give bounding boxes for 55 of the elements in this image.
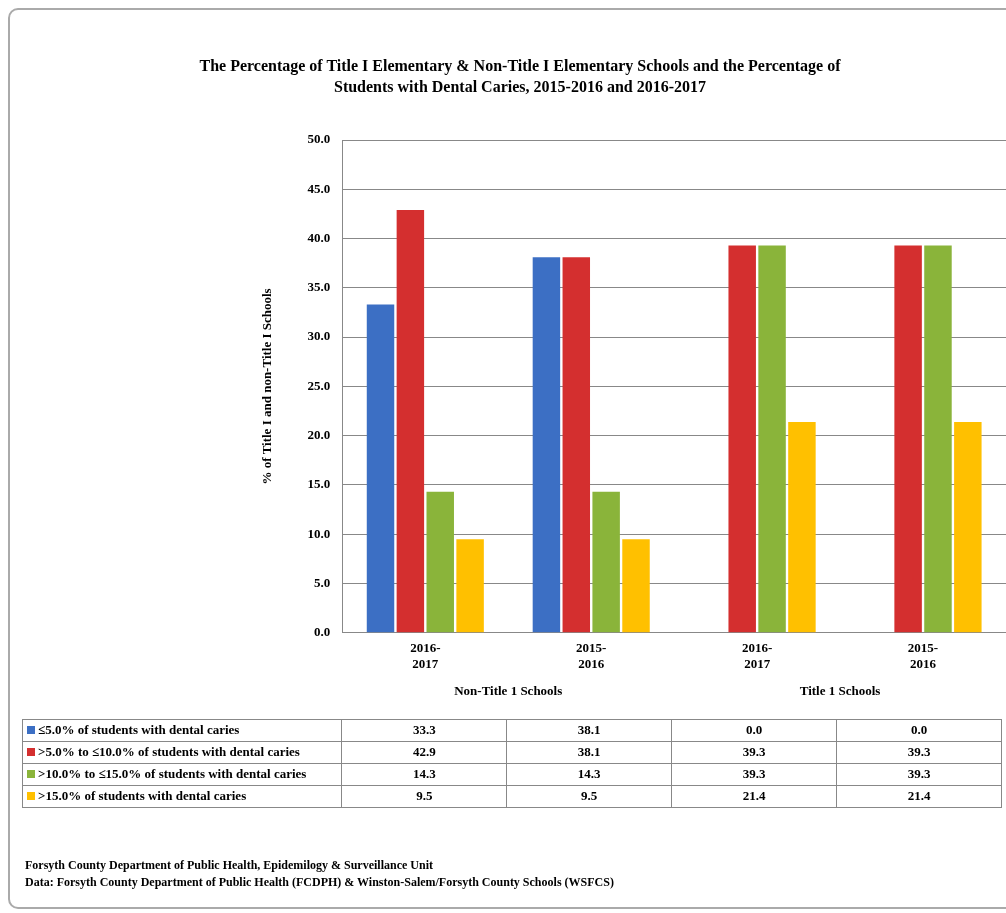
data-label: 42.9 — [341, 741, 507, 764]
data-label: 0.0 — [671, 719, 837, 742]
bar — [894, 245, 922, 633]
data-label: 39.3 — [836, 763, 1002, 786]
text: Title 1 Schools — [798, 682, 882, 699]
data-label: 9.5 — [341, 785, 507, 808]
data-label: 39.3 — [671, 741, 837, 764]
y-tick-label: 0.0 — [314, 624, 331, 640]
y-tick-label: 10.0 — [307, 525, 331, 541]
chart-title: The Percentage of Title I Elementary & Non-Title I Elementary Schools and the Percentage of Students with Dental Caries, 2015-2016 and 2016-2017 — [198, 56, 842, 97]
data-label: 39.3 — [671, 763, 837, 786]
data-label: 21.4 — [836, 785, 1002, 808]
legend-label: >5.0% to ≤10.0% of students with dental caries — [22, 741, 342, 764]
y-tick-label: 25.0 — [307, 377, 331, 393]
legend-label: ≤5.0% of students with dental caries — [22, 719, 342, 742]
bar — [426, 491, 454, 633]
text: Non-Title 1 Schools — [453, 682, 564, 699]
y-tick-label: 20.0 — [307, 427, 331, 443]
data-label: 0.0 — [836, 719, 1002, 742]
bar — [592, 491, 620, 633]
bar — [396, 209, 425, 633]
x-tick-label: 2015-2016 — [576, 639, 607, 671]
bar — [924, 245, 952, 633]
bar — [456, 539, 484, 633]
data-label: 21.4 — [671, 785, 837, 808]
bar — [758, 245, 786, 633]
y-tick-label: 5.0 — [314, 574, 331, 590]
x-tick-label: 2016-2017 — [410, 639, 441, 671]
y-tick-label: 40.0 — [307, 229, 331, 245]
bar — [788, 421, 816, 633]
data-label: 39.3 — [836, 741, 1002, 764]
bar — [954, 421, 982, 633]
bar — [532, 257, 561, 633]
data-label: 14.3 — [341, 763, 507, 786]
y-tick-label: 50.0 — [307, 131, 331, 147]
text: Data: Forsyth County Department of Public Health (FCDPH) & Winston-Salem/Forsyth County Schools (WSFCS) — [25, 875, 614, 889]
data-label: 33.3 — [341, 719, 507, 742]
bar — [562, 257, 591, 633]
y-axis-title: % of Title I and non-Title I Schools — [259, 288, 275, 485]
bar — [366, 304, 395, 633]
x-tick-label: 2015-2016 — [907, 639, 939, 671]
bar — [622, 539, 650, 633]
y-tick-label: 15.0 — [307, 476, 331, 492]
data-label: 14.3 — [506, 763, 672, 786]
data-label: 38.1 — [506, 719, 672, 742]
legend-label: >10.0% to ≤15.0% of students with dental caries — [22, 763, 342, 786]
y-tick-label: 30.0 — [307, 328, 331, 344]
data-label: 9.5 — [506, 785, 672, 808]
legend-label: >15.0% of students with dental caries — [22, 785, 342, 808]
bar — [728, 245, 756, 633]
data-label: 38.1 — [506, 741, 672, 764]
y-tick-label: 45.0 — [307, 180, 331, 196]
y-tick-label: 35.0 — [307, 279, 331, 295]
x-tick-label: 2016-2017 — [741, 639, 773, 671]
text: Forsyth County Department of Public Health, Epidemilogy & Surveillance Unit — [25, 858, 433, 872]
